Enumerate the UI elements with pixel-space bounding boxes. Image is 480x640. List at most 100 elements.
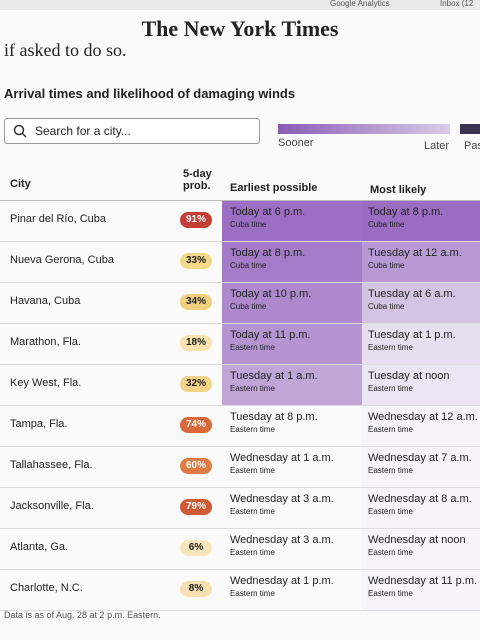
table-row: Nueva Gerona, Cuba 33% Today at 8 p.m. Cuba…	[0, 242, 480, 283]
title: Arrival times and likelihood of damaging…	[4, 86, 296, 101]
probability-badge: 6%	[180, 540, 212, 556]
likely-time: Today at 8 p.m.	[368, 206, 444, 218]
time-zone: Cuba time	[230, 261, 267, 270]
city-name: Atlanta, Ga.	[10, 541, 69, 553]
likely-cell: Wednesday at 12 a.m. Eastern time	[362, 406, 480, 446]
table: City 5-day prob. Earliest possible Most …	[0, 160, 480, 611]
likely-time: Wednesday at 11 p.m.	[368, 575, 478, 587]
time-zone: Eastern time	[230, 507, 275, 516]
time-zone: Eastern time	[230, 466, 275, 475]
earliest-cell: Wednesday at 3 a.m. Eastern time	[222, 488, 362, 528]
earliest-cell: Today at 10 p.m. Cuba time	[222, 283, 362, 323]
probability-badge: 33%	[180, 253, 212, 269]
likely-time: Wednesday at noon	[368, 534, 466, 546]
likely-time: Tuesday at 12 a.m.	[368, 247, 462, 259]
earliest-time: Tuesday at 8 p.m.	[230, 411, 318, 423]
earliest-cell: Wednesday at 1 a.m. Eastern time	[222, 447, 362, 487]
likely-cell: Wednesday at noon Eastern time	[362, 529, 480, 569]
earliest-time: Today at 6 p.m.	[230, 206, 306, 218]
city-name: Marathon, Fla.	[10, 336, 81, 348]
brand[interactable]: The New York Times	[141, 16, 339, 41]
tab[interactable]: Inbox (12	[440, 0, 474, 8]
table-row: Atlanta, Ga. 6% Wednesday at 3 a.m. Eastern…	[0, 529, 480, 570]
search-icon	[13, 124, 27, 138]
table-row: Havana, Cuba 34% Today at 10 p.m. Cuba time…	[0, 283, 480, 324]
legend-bar	[278, 124, 450, 134]
time-zone: Eastern time	[368, 384, 413, 393]
likely-cell: Wednesday at 8 a.m. Eastern time	[362, 488, 480, 528]
earliest-time: Wednesday at 3 a.m.	[230, 493, 334, 505]
time-zone: Eastern time	[230, 589, 275, 598]
likely-time: Tuesday at 6 a.m.	[368, 288, 456, 300]
time-zone: Eastern time	[368, 425, 413, 434]
legend-label: Pas	[464, 140, 480, 152]
probability-badge: 74%	[180, 417, 212, 433]
table-row: Key West, Fla. 32% Tuesday at 1 a.m. Easter…	[0, 365, 480, 406]
city-name: Tampa, Fla.	[10, 418, 68, 430]
earliest-time: Tuesday at 1 a.m.	[230, 370, 318, 382]
probability-badge: 8%	[180, 581, 212, 597]
city-name: Pinar del Río, Cuba	[10, 213, 106, 225]
column-header: Most likely	[370, 184, 427, 196]
table-row: Jacksonville, Fla. 79% Wednesday at 3 a.m.…	[0, 488, 480, 529]
table-row: Marathon, Fla. 18% Today at 11 p.m. Eastern…	[0, 324, 480, 365]
table-row: Pinar del Río, Cuba 91% Today at 6 p.m. Cub…	[0, 201, 480, 242]
earliest-cell: Wednesday at 1 p.m. Eastern time	[222, 570, 362, 610]
likely-cell: Wednesday at 11 p.m. Eastern time	[362, 570, 480, 610]
city-name: Nueva Gerona, Cuba	[10, 254, 114, 266]
table-row: Tampa, Fla. 74% Tuesday at 8 p.m. Eastern t…	[0, 406, 480, 447]
earliest-time: Wednesday at 1 p.m.	[230, 575, 334, 587]
time-zone: Eastern time	[230, 384, 275, 393]
legend-bar-past	[460, 124, 480, 134]
probability-badge: 18%	[180, 335, 212, 351]
tab[interactable]: Google Analytics	[330, 0, 390, 8]
footnote: Data is as of Aug. 28 at 2 p.m. Eastern.	[4, 610, 161, 620]
time-zone: Eastern time	[368, 548, 413, 557]
legend-label: Later	[424, 140, 450, 152]
time-zone: Cuba time	[368, 220, 405, 229]
city-name: Charlotte, N.C.	[10, 582, 83, 594]
probability-badge: 34%	[180, 294, 212, 310]
earliest-cell: Wednesday at 3 a.m. Eastern time	[222, 529, 362, 569]
likely-cell: Tuesday at 12 a.m. Cuba time	[362, 242, 480, 282]
earliest-cell: Tuesday at 8 p.m. Eastern time	[222, 406, 362, 446]
time-zone: Cuba time	[230, 220, 267, 229]
column-header: City	[10, 178, 31, 190]
likely-cell: Tuesday at noon Eastern time	[362, 365, 480, 405]
earliest-time: Today at 8 p.m.	[230, 247, 306, 259]
column-header: 5-day prob.	[183, 168, 212, 192]
likely-time: Wednesday at 12 a.m.	[368, 411, 478, 423]
likely-time: Wednesday at 7 a.m.	[368, 452, 472, 464]
earliest-time: Wednesday at 3 a.m.	[230, 534, 334, 546]
probability-badge: 60%	[180, 458, 212, 474]
time-zone: Eastern time	[230, 425, 275, 434]
column-header: Earliest possible	[230, 182, 318, 194]
earliest-cell: Today at 6 p.m. Cuba time	[222, 201, 362, 241]
earliest-cell: Tuesday at 1 a.m. Eastern time	[222, 365, 362, 405]
likely-time: Tuesday at 1 p.m.	[368, 329, 456, 341]
search-placeholder: Search for a city...	[35, 124, 131, 138]
intro-text: if asked to do so.	[4, 40, 127, 60]
probability-badge: 91%	[180, 212, 212, 228]
time-zone: Cuba time	[368, 261, 405, 270]
search-box[interactable]: Search for a city...	[4, 118, 260, 144]
table-row: Tallahassee, Fla. 60% Wednesday at 1 a.m. E…	[0, 447, 480, 488]
earliest-cell: Today at 8 p.m. Cuba time	[222, 242, 362, 282]
time-zone: Cuba time	[230, 302, 267, 311]
likely-cell: Tuesday at 1 p.m. Eastern time	[362, 324, 480, 364]
likely-time: Tuesday at noon	[368, 370, 450, 382]
earliest-time: Today at 10 p.m.	[230, 288, 312, 300]
earliest-time: Wednesday at 1 a.m.	[230, 452, 334, 464]
time-zone: Eastern time	[368, 507, 413, 516]
legend-label: Sooner	[278, 137, 314, 149]
city-name: Jacksonville, Fla.	[10, 500, 94, 512]
table-header: City 5-day prob. Earliest possible Most …	[0, 160, 480, 201]
time-zone: Eastern time	[368, 466, 413, 475]
city-name: Key West, Fla.	[10, 377, 82, 389]
earliest-time: Today at 11 p.m.	[230, 329, 311, 341]
time-zone: Eastern time	[368, 343, 413, 352]
city-name: Havana, Cuba	[10, 295, 81, 307]
time-zone: Cuba time	[368, 302, 405, 311]
likely-cell: Today at 8 p.m. Cuba time	[362, 201, 480, 241]
